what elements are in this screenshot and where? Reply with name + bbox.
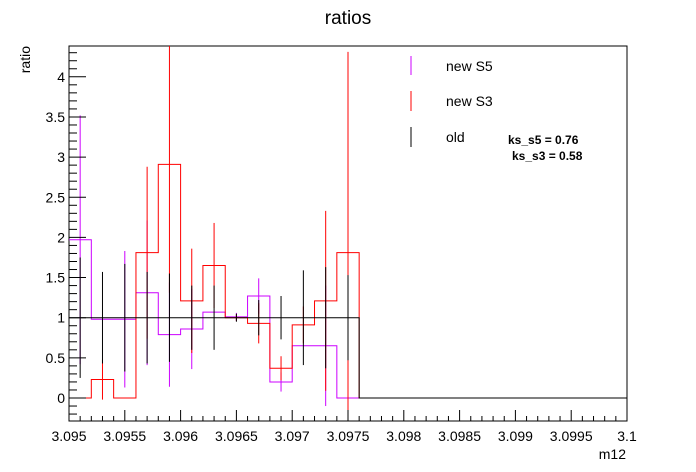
histogram-line [69, 317, 627, 399]
x-tick-label: 3.0995 [550, 428, 593, 444]
y-tick-label: 4 [57, 69, 65, 85]
chart-title: ratios [325, 8, 371, 29]
ks-s5-annotation: ks_s5 = 0.76 [508, 133, 579, 147]
x-tick-label: 3.097 [275, 428, 310, 444]
x-tick-label: 3.098 [386, 428, 421, 444]
y-tick-label: 2.5 [46, 189, 66, 205]
y-tick-label: 0.5 [46, 350, 66, 366]
x-tick-label: 3.099 [498, 428, 533, 444]
x-tick-label: 3.0965 [215, 428, 258, 444]
x-axis-title: m12 [599, 446, 626, 462]
series-old [69, 257, 627, 399]
x-tick-label: 3.096 [163, 428, 198, 444]
y-tick-label: 0 [57, 390, 65, 406]
x-tick-label: 3.095 [51, 428, 86, 444]
ks-s3-annotation: ks_s3 = 0.58 [512, 149, 583, 163]
legend-label-new-s5: new S5 [446, 58, 493, 74]
legend: new S5 new S3 old [410, 56, 493, 147]
x-tick-label: 3.0975 [327, 428, 370, 444]
x-tick-label: 3.1 [617, 428, 637, 444]
legend-label-new-s3: new S3 [446, 93, 493, 109]
y-tick-label: 1 [57, 310, 65, 326]
axis-layer: 3.095 3.0955 3.096 3.0965 3.097 3.0975 3.098 3.… [46, 52, 637, 444]
x-tick-label: 3.0955 [103, 428, 146, 444]
y-tick-label: 3.5 [46, 109, 66, 125]
y-tick-label: 2 [57, 229, 65, 245]
y-tick-label: 3 [57, 149, 65, 165]
y-axis-title: ratio [17, 46, 33, 73]
y-tick-label: 1.5 [46, 270, 66, 286]
legend-label-old: old [446, 129, 465, 145]
series-layer [69, 46, 627, 421]
x-tick-label: 3.0985 [438, 428, 481, 444]
